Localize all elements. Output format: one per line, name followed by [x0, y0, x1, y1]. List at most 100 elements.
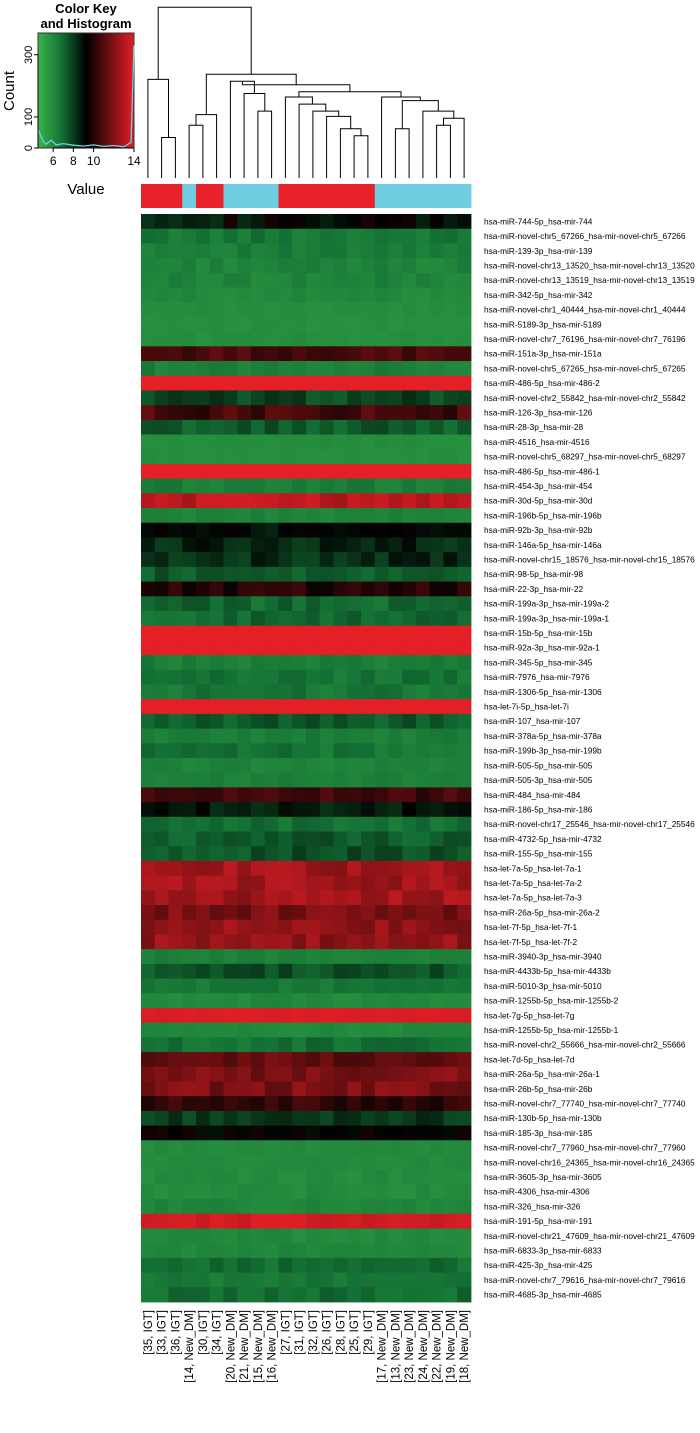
heatmap-cell [182, 331, 197, 347]
heatmap-cell [333, 1243, 348, 1259]
heatmap-cell [292, 537, 307, 553]
heatmap-cell [347, 640, 362, 656]
heatmap-cell [402, 625, 417, 641]
heatmap-cell [209, 1199, 224, 1215]
heatmap-cell [429, 890, 444, 906]
heatmap-cell [361, 522, 376, 538]
heatmap-cell [443, 860, 458, 877]
row-label: hsa-miR-4732-5p_hsa-mir-4732 [484, 834, 602, 844]
heatmap-cell [402, 1052, 417, 1068]
heatmap-cell [319, 243, 334, 259]
heatmap-cell [319, 375, 334, 391]
heatmap-cell [278, 846, 293, 862]
heatmap-cell [361, 272, 376, 288]
heatmap-cell [168, 1257, 183, 1273]
heatmap-cell [306, 860, 321, 877]
heatmap-cell [457, 302, 472, 318]
heatmap-cell [388, 449, 403, 465]
heatmap-cell [416, 449, 431, 465]
heatmap-cell [457, 1007, 472, 1024]
heatmap-cell [182, 1052, 197, 1068]
heatmap-cell [429, 1257, 444, 1273]
heatmap-cell [154, 919, 169, 935]
heatmap-cell [154, 1007, 169, 1024]
heatmap-cell [457, 243, 472, 259]
heatmap-cell [333, 919, 348, 935]
heatmap-cell [251, 581, 266, 597]
heatmap-cell [223, 963, 238, 979]
row-label: hsa-miR-326_hsa-mir-326 [484, 1201, 581, 1211]
heatmap-cell [319, 331, 334, 347]
heatmap-cell [251, 272, 266, 288]
heatmap-cell [429, 287, 444, 303]
heatmap-cell [196, 728, 211, 744]
heatmap-cell [141, 537, 156, 553]
heatmap-cell [154, 1110, 169, 1126]
heatmap-cell [388, 228, 403, 244]
heatmap-cell [388, 669, 403, 685]
heatmap-cell [278, 919, 293, 935]
heatmap-cell [292, 361, 307, 377]
dendrogram-branch [257, 110, 273, 178]
heatmap-cell [141, 728, 156, 744]
heatmap-cell [402, 1228, 417, 1244]
heatmap-cell [416, 434, 431, 450]
heatmap-cell [319, 552, 334, 568]
heatmap-cell [251, 493, 266, 509]
row-label: hsa-miR-22-3p_hsa-mir-22 [484, 584, 584, 594]
heatmap-cell [141, 1257, 156, 1273]
heatmap-cell [443, 566, 458, 582]
heatmap-cell [306, 1081, 321, 1097]
heatmap-cell [457, 508, 472, 524]
heatmap-cell [388, 1096, 403, 1112]
heatmap-cell [402, 1110, 417, 1126]
heatmap-cell [347, 934, 362, 950]
heatmap-cell [443, 522, 458, 538]
dendrogram-branch [353, 135, 369, 178]
heatmap-cell [209, 287, 224, 303]
heatmap-cell [209, 919, 224, 935]
heatmap-cell [168, 978, 183, 994]
heatmap-cell [443, 655, 458, 671]
heatmap-cell [196, 816, 211, 832]
heatmap-cell [347, 375, 362, 391]
heatmap-cell [264, 831, 279, 847]
heatmap-cell [388, 419, 403, 435]
heatmap-cell [416, 419, 431, 435]
heatmap-cell [141, 816, 156, 832]
heatmap-cell [429, 978, 444, 994]
heatmap-cell [388, 390, 403, 406]
heatmap-cell [223, 669, 238, 685]
heatmap-cell [361, 331, 376, 347]
heatmap-cell [429, 846, 444, 862]
heatmap-cell [402, 1022, 417, 1038]
heatmap-cell [306, 1037, 321, 1053]
heatmap-cell [429, 316, 444, 333]
heatmap-cell [429, 1199, 444, 1215]
group-bar-cell [168, 184, 183, 208]
heatmap-cell [292, 919, 307, 935]
heatmap-cell [319, 846, 334, 862]
heatmap-cell [361, 493, 376, 509]
heatmap-cell [374, 463, 389, 480]
heatmap-cell [196, 478, 211, 494]
heatmap-cell [223, 243, 238, 259]
heatmap-cell [361, 258, 376, 274]
heatmap-cell [264, 478, 279, 494]
heatmap-cell [251, 405, 266, 421]
heatmap-cell [154, 449, 169, 465]
heatmap-cell [196, 610, 211, 627]
heatmap-cell [182, 669, 197, 685]
heatmap-cell [196, 552, 211, 568]
heatmap-cell [182, 405, 197, 421]
heatmap-cell [306, 1007, 321, 1024]
heatmap-cell [361, 831, 376, 847]
heatmap-cell [141, 743, 156, 759]
heatmap-cell [264, 993, 279, 1009]
row-label: hsa-miR-107_hsa-mir-107 [484, 716, 581, 726]
heatmap-cell [168, 228, 183, 244]
color-key-x-tick-label: 6 [50, 154, 57, 168]
heatmap-cell [154, 1037, 169, 1053]
heatmap-cell [168, 346, 183, 362]
heatmap-cell [457, 846, 472, 862]
